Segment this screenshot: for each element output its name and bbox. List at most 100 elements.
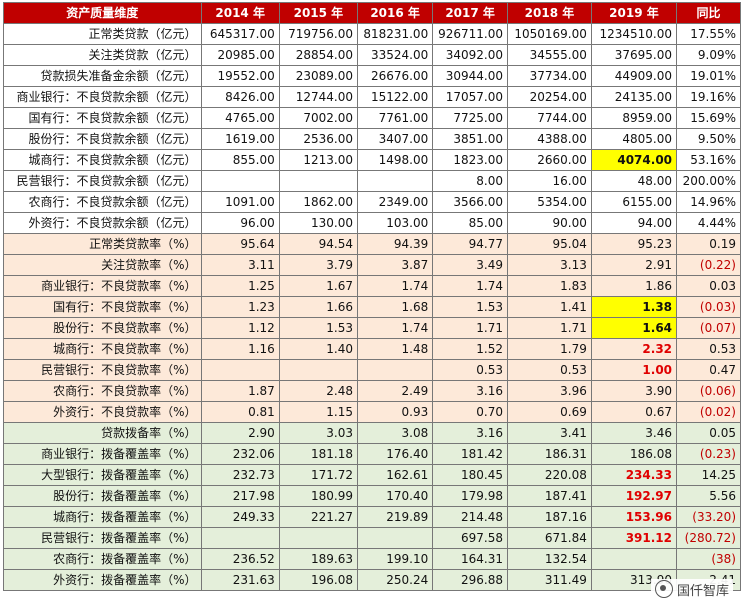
table-row: 正常类贷款（亿元） 645317.00 719756.00 818231.00 9267… (3, 23, 741, 45)
table-cell: 1.86 (590, 275, 678, 297)
table-cell: 250.24 (356, 569, 434, 591)
table-cell: 95.04 (507, 233, 592, 255)
table-cell: 1.74 (356, 275, 434, 297)
table-cell: 1091.00 (200, 191, 280, 213)
table-cell: 5354.00 (507, 191, 592, 213)
table-row: 股份行：拨备覆盖率（%） 217.98 180.99 170.40 179.98 187.… (3, 485, 741, 507)
table-cell: 0.47 (676, 359, 741, 381)
table-body: 正常类贷款（亿元） 645317.00 719756.00 818231.00 9267… (3, 23, 741, 591)
table-cell: 95.64 (200, 233, 280, 255)
header-yoy: 同比 (676, 2, 741, 24)
table-cell: 296.88 (432, 569, 509, 591)
row-label: 商业银行：不良贷款率（%） (3, 275, 202, 297)
table-cell: 3.96 (507, 380, 592, 402)
row-label: 正常类贷款（亿元） (3, 23, 202, 45)
table-cell: 236.52 (200, 548, 280, 570)
table-cell: 2.90 (200, 422, 280, 444)
table-cell: 12744.00 (278, 86, 359, 108)
table-cell: 1.53 (278, 317, 359, 339)
table-cell: 311.49 (507, 569, 592, 591)
table-cell: 4.44% (676, 212, 741, 234)
table-cell: 23089.00 (278, 65, 359, 87)
table-cell: 219.89 (356, 506, 434, 528)
table-cell: 4765.00 (200, 107, 280, 129)
table-cell: 37734.00 (507, 65, 592, 87)
table-cell: (0.23) (676, 443, 741, 465)
table-cell: 0.69 (507, 401, 592, 423)
table-cell: 17057.00 (432, 86, 509, 108)
table-cell: 926711.00 (432, 23, 509, 45)
table-cell: 1.87 (200, 380, 280, 402)
table-cell: 231.63 (200, 569, 280, 591)
table-cell: 7744.00 (507, 107, 592, 129)
row-label: 农商行：不良贷款余额（亿元） (3, 191, 202, 213)
table-cell: 0.05 (676, 422, 741, 444)
table-cell: 200.00% (676, 170, 741, 192)
row-label: 大型银行：拨备覆盖率（%） (3, 464, 202, 486)
row-label: 关注贷款率（%） (3, 254, 202, 276)
table-cell: 0.03 (676, 275, 741, 297)
table-cell: 199.10 (356, 548, 434, 570)
table-cell: 3.13 (507, 254, 592, 276)
table-cell: 15.69% (676, 107, 741, 129)
header-dimension: 资产质量维度 (3, 2, 202, 24)
table-cell: 1.53 (432, 296, 509, 318)
table-row: 股份行：不良贷款率（%） 1.12 1.53 1.74 1.71 1.71 1.64 (0.0… (3, 317, 741, 339)
table-row: 贷款拨备率（%） 2.90 3.03 3.08 3.16 3.41 3.46 0.05 (3, 422, 741, 444)
table-cell: 19.01% (676, 65, 741, 87)
table-cell: 855.00 (200, 149, 280, 171)
row-label: 国有行：不良贷款率（%） (3, 296, 202, 318)
table-cell: 7002.00 (278, 107, 359, 129)
table-cell: 130.00 (278, 212, 359, 234)
table-row: 贷款损失准备金余额（亿元） 19552.00 23089.00 26676.00 309… (3, 65, 741, 87)
table-cell: 217.98 (200, 485, 280, 507)
table-cell (278, 359, 359, 381)
table-row: 关注贷款率（%） 3.11 3.79 3.87 3.49 3.13 2.91 (0.22) (3, 254, 741, 276)
table-cell: (0.07) (676, 317, 741, 339)
table-cell: 2.32 (590, 338, 678, 360)
table-cell (200, 170, 280, 192)
table-cell: 1.40 (278, 338, 359, 360)
table-cell (356, 359, 434, 381)
table-cell: 3.41 (507, 422, 592, 444)
table-cell: 0.93 (356, 401, 434, 423)
table-cell: 1862.00 (278, 191, 359, 213)
table-cell: 3.11 (200, 254, 280, 276)
table-cell: (0.02) (676, 401, 741, 423)
table-cell: 20254.00 (507, 86, 592, 108)
table-cell: 391.12 (590, 527, 678, 549)
header-2016: 2016 年 (356, 2, 434, 24)
row-label: 商业银行：拨备覆盖率（%） (3, 443, 202, 465)
table-cell: 95.23 (590, 233, 678, 255)
table-cell: 186.08 (590, 443, 678, 465)
row-label: 股份行：不良贷款率（%） (3, 317, 202, 339)
table-cell: 33524.00 (356, 44, 434, 66)
row-label: 城商行：不良贷款余额（亿元） (3, 149, 202, 171)
table-row: 民营银行：不良贷款率（%） 0.53 0.53 1.00 0.47 (3, 359, 741, 381)
table-cell: 2.48 (278, 380, 359, 402)
table-cell: 3.03 (278, 422, 359, 444)
table-cell: 1.23 (200, 296, 280, 318)
table-cell: 671.84 (507, 527, 592, 549)
table-row: 商业银行：拨备覆盖率（%） 232.06 181.18 176.40 181.42 186… (3, 443, 741, 465)
table-cell: 5.56 (676, 485, 741, 507)
table-cell: 85.00 (432, 212, 509, 234)
table-cell (278, 527, 359, 549)
table-cell: 4388.00 (507, 128, 592, 150)
table-cell: 30944.00 (432, 65, 509, 87)
table-cell: 719756.00 (278, 23, 359, 45)
table-cell: 697.58 (432, 527, 509, 549)
header-2019: 2019 年 (590, 2, 678, 24)
table-cell: 3566.00 (432, 191, 509, 213)
table-cell: (0.22) (676, 254, 741, 276)
row-label: 商业银行：不良贷款余额（亿元） (3, 86, 202, 108)
table-cell: 153.96 (590, 506, 678, 528)
row-label: 国有行：不良贷款余额（亿元） (3, 107, 202, 129)
table-cell: 9.09% (676, 44, 741, 66)
table-row: 城商行：拨备覆盖率（%） 249.33 221.27 219.89 214.48 187.… (3, 506, 741, 528)
table-cell: 0.67 (590, 401, 678, 423)
table-header-row: 资产质量维度 2014 年 2015 年 2016 年 2017 年 2018 … (3, 2, 741, 24)
table-row: 农商行：拨备覆盖率（%） 236.52 189.63 199.10 164.31 132.… (3, 548, 741, 570)
table-cell: 1.52 (432, 338, 509, 360)
